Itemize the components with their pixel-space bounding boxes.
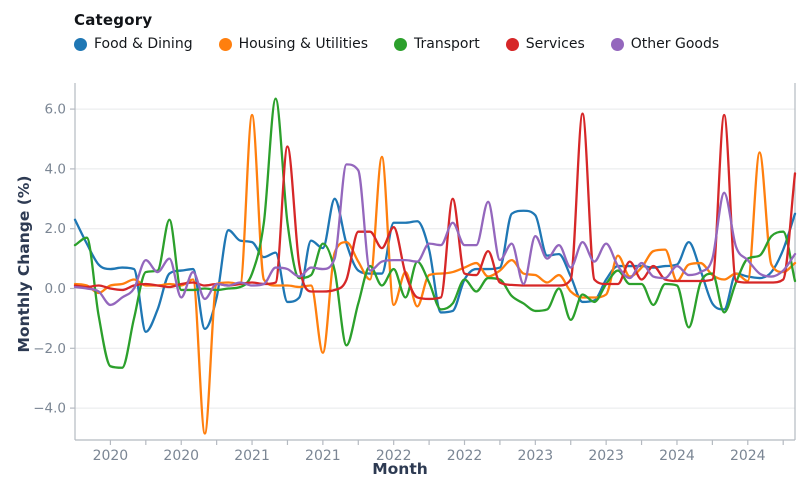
legend-color-dot (394, 37, 408, 51)
legend-item-label: Services (525, 36, 585, 52)
legend-title: Category (74, 11, 153, 29)
series-line-other-goods (73, 163, 797, 307)
legend-item-services[interactable]: Services (505, 36, 585, 52)
legend-item-label: Food & Dining (94, 36, 193, 52)
legend-item-label: Housing & Utilities (238, 36, 369, 52)
x-tick-label: 2020 (93, 448, 129, 464)
legend-color-dot (610, 37, 624, 51)
x-tick-label: 2023 (588, 448, 624, 464)
x-tick-label: 2022 (376, 448, 412, 464)
x-tick-label: 2023 (518, 448, 554, 464)
legend-item-other-goods[interactable]: Other Goods (610, 36, 720, 52)
legend-item-label: Other Goods (630, 36, 720, 52)
x-tick-label: 2024 (659, 448, 695, 464)
y-tick-label: −2.0 (33, 341, 66, 357)
y-tick-label: 4.0 (45, 161, 66, 177)
legend-item-housing-utilities[interactable]: Housing & Utilities (218, 36, 369, 52)
y-tick-label: 2.0 (45, 221, 66, 237)
y-tick-label: −4.0 (33, 401, 66, 417)
x-tick-label: 2021 (305, 448, 341, 464)
y-tick-label: 0.0 (45, 281, 66, 297)
legend-color-dot (505, 37, 519, 51)
x-tick-label: 2022 (447, 448, 483, 464)
series-line-transport (73, 97, 797, 369)
series-line-services (73, 112, 797, 301)
legend-item-label: Transport (414, 36, 480, 52)
series-line-food-dining (73, 197, 797, 334)
legend-item-food-dining[interactable]: Food & Dining (74, 36, 193, 52)
legend-items: Food & Dining Housing & Utilities Transpor… (74, 36, 745, 52)
x-axis-title: Month (372, 460, 428, 478)
y-tick-label: 6.0 (45, 102, 66, 118)
x-tick-label: 2020 (163, 448, 199, 464)
legend-color-dot (74, 37, 87, 51)
x-tick-label: 2021 (234, 448, 270, 464)
legend-item-transport[interactable]: Transport (394, 36, 480, 52)
x-tick-label: 2024 (730, 448, 766, 464)
legend-color-dot (218, 37, 232, 51)
chart-legend: Category Food & Dining Housing & Utilitie… (74, 11, 745, 52)
y-axis-title: Monthly Change (%) (15, 175, 33, 353)
